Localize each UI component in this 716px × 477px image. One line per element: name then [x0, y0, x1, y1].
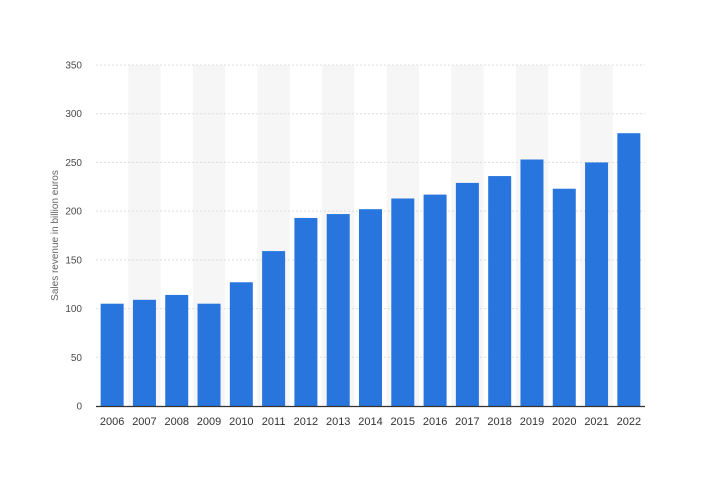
bar-2007 — [132, 299, 156, 406]
y-tick-label: 250 — [65, 158, 82, 169]
bar-2020 — [552, 188, 576, 406]
y-tick-label: 100 — [65, 304, 82, 315]
y-tick-label: 200 — [65, 207, 82, 218]
bar-2006 — [100, 303, 124, 406]
x-tick-label: 2014 — [358, 416, 382, 428]
y-tick-label: 150 — [65, 255, 82, 266]
bar-2012 — [294, 217, 318, 406]
bar-2019 — [520, 159, 544, 406]
x-tick-label: 2018 — [487, 416, 511, 428]
x-tick-label: 2020 — [552, 416, 576, 428]
bar-2022 — [617, 133, 641, 406]
bar-2017 — [455, 182, 479, 406]
y-tick-label: 300 — [65, 109, 82, 120]
y-tick-label: 350 — [65, 61, 82, 72]
x-tick-label: 2006 — [100, 416, 124, 428]
bar-2013 — [326, 214, 350, 406]
bar-2009 — [197, 303, 221, 406]
bar-2018 — [488, 176, 512, 406]
bars — [100, 133, 641, 406]
y-tick-label: 0 — [76, 402, 82, 413]
x-tick-label: 2008 — [164, 416, 188, 428]
x-tick-label: 2017 — [455, 416, 479, 428]
bar-2008 — [165, 294, 189, 406]
bar-2014 — [359, 209, 382, 406]
x-tick-label: 2015 — [391, 416, 415, 428]
y-axis-title: Sales revenue in billion euros — [50, 170, 61, 301]
bar-2015 — [391, 198, 415, 406]
x-tick-label: 2013 — [326, 416, 350, 428]
x-tick-label: 2007 — [132, 416, 156, 428]
bar-2021 — [585, 162, 609, 406]
y-axis-ticks: 0 50 100 150 200 250 300 350 — [65, 61, 82, 413]
y-tick-label: 50 — [71, 353, 83, 364]
x-tick-label: 2019 — [520, 416, 544, 428]
x-axis-ticks: 2006 2007 2008 2009 2010 2011 2012 2013 2014 2015… — [100, 416, 641, 428]
x-tick-label: 2016 — [423, 416, 447, 428]
bar-2016 — [423, 194, 447, 406]
x-tick-label: 2021 — [584, 416, 608, 428]
x-tick-label: 2010 — [229, 416, 253, 428]
x-tick-label: 2011 — [262, 416, 286, 428]
x-tick-label: 2009 — [197, 416, 221, 428]
x-tick-label: 2022 — [617, 416, 641, 428]
x-tick-label: 2012 — [294, 416, 318, 428]
bar-2010 — [229, 282, 253, 406]
bar-2011 — [262, 251, 286, 406]
